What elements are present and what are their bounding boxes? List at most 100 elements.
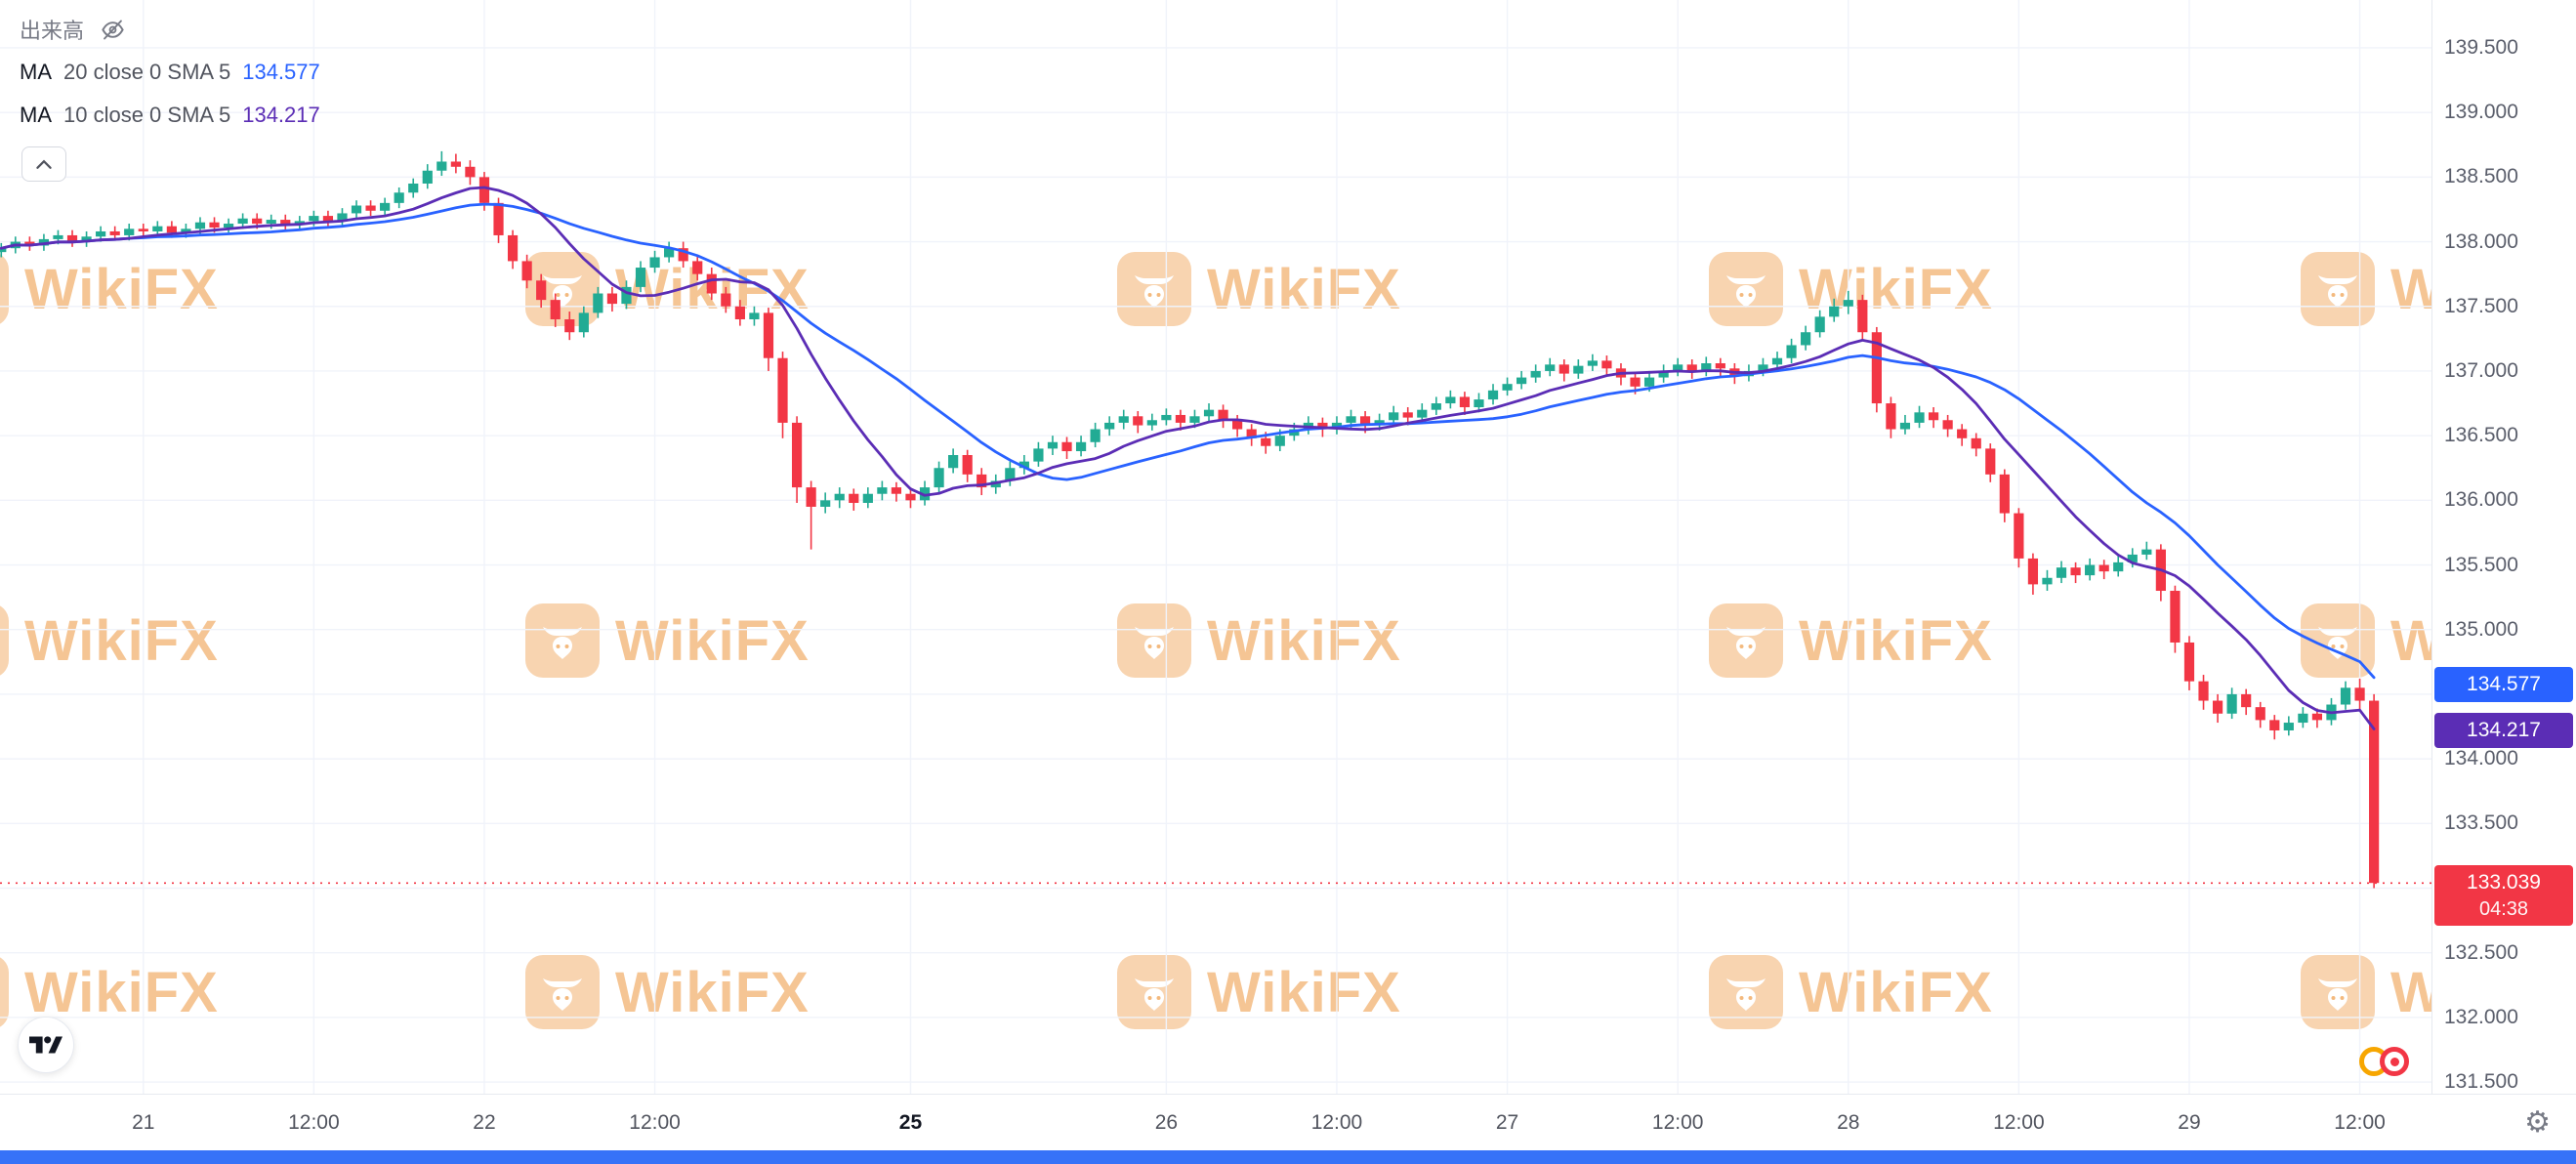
candle-up: [1914, 412, 1925, 423]
candle-up: [194, 222, 206, 229]
candle-up: [1517, 377, 1527, 385]
price-axis-label: 134.000: [2444, 747, 2518, 770]
candle-down: [1957, 429, 1968, 438]
candle-down: [905, 493, 916, 501]
time-axis[interactable]: 21 12:00 22 12:00 25 26 12:00 27 12:00 28 12:00 29 1…: [0, 1094, 2576, 1151]
time-axis-label: 12:00: [288, 1111, 340, 1134]
candle-up: [635, 268, 646, 287]
time-axis-label: 12:00: [1651, 1111, 1704, 1134]
watermark-tile: WikiFX: [0, 955, 219, 1029]
candle-up: [1203, 409, 1215, 417]
watermark-text: WikiFX: [2390, 257, 2431, 321]
settings-gear-icon[interactable]: ⚙: [2524, 1106, 2551, 1139]
candle-up: [1673, 364, 1683, 371]
candle-down: [1246, 429, 1257, 438]
candle-down: [2070, 567, 2081, 576]
candle-up: [81, 236, 92, 242]
wikifx-logo-icon: [0, 955, 9, 1029]
ma20-params: 20 close 0 SMA 5: [63, 60, 231, 84]
legend-collapse-button[interactable]: [21, 146, 66, 182]
candle-up: [2298, 713, 2308, 724]
tradingview-logo-button[interactable]: [18, 1017, 74, 1073]
time-axis-label: 29: [2178, 1111, 2201, 1134]
candle-down: [507, 234, 519, 262]
candle-up: [2042, 577, 2053, 585]
candle-up: [1146, 420, 1157, 426]
candle-up: [948, 455, 959, 469]
price-axis-label: 139.000: [2444, 101, 2518, 124]
candle-up: [266, 220, 276, 225]
watermark-tile: WikiFX: [525, 603, 810, 678]
candle-down: [2183, 642, 2195, 682]
ma20-legend-row[interactable]: MA 20 close 0 SMA 5 134.577: [20, 51, 320, 94]
watermark-tile: WikiFX: [0, 252, 219, 326]
candle-down: [806, 487, 816, 507]
candle-down: [791, 422, 803, 488]
indicator-legend: 出来高 MA 20 close 0 SMA 5 134.577 MA 10 cl…: [20, 8, 320, 182]
ma20-line: [0, 202, 2376, 680]
watermark-tile: WikiFX: [1117, 252, 1401, 326]
candle-up: [1431, 403, 1441, 410]
candle-down: [1133, 416, 1143, 426]
candle-up: [834, 493, 845, 501]
price-axis-label: 132.500: [2444, 940, 2518, 964]
chart-plot-area[interactable]: WikiFX WikiFX WikiFX WikiFX WikiFX WikiFX Wiki…: [0, 0, 2431, 1094]
candle-down: [2198, 681, 2209, 701]
candle-up: [1090, 429, 1101, 442]
candle-up: [1487, 390, 1499, 400]
candle-up: [1161, 414, 1172, 421]
volume-legend-row[interactable]: 出来高: [20, 8, 320, 51]
candle-up: [1075, 441, 1087, 452]
candle-up: [1658, 370, 1669, 378]
watermark-tile: WikiFX: [1709, 603, 1993, 678]
candle-up: [1047, 441, 1059, 449]
candlestick-chart[interactable]: [0, 0, 2431, 1094]
candle-up: [749, 312, 760, 319]
candle-down: [2098, 564, 2109, 572]
visibility-off-icon[interactable]: [100, 17, 126, 43]
time-axis-label: 21: [132, 1111, 155, 1134]
candle-up: [1346, 416, 1356, 423]
wikifx-logo-icon: [1709, 252, 1783, 326]
candle-down: [678, 248, 688, 262]
watermark-text: WikiFX: [1799, 608, 1993, 673]
price-axis-label: 136.500: [2444, 424, 2518, 447]
candle-down: [24, 241, 35, 246]
candle-up: [1843, 300, 1853, 307]
candle-down: [1061, 441, 1072, 452]
candle-up: [124, 229, 135, 235]
candle-down: [521, 261, 532, 281]
candle-down: [692, 261, 703, 274]
candle-down: [1459, 396, 1471, 408]
candle-down: [66, 234, 78, 242]
price-axis[interactable]: 139.500 139.000 138.500 138.000 137.500 137.0…: [2431, 0, 2576, 1094]
candle-up: [1005, 468, 1016, 481]
ma10-legend-row[interactable]: MA 10 close 0 SMA 5 134.217: [20, 94, 320, 137]
candle-down: [1601, 360, 1612, 369]
candle-up: [394, 192, 404, 203]
watermark-text: WikiFX: [615, 960, 810, 1024]
watermark-text: WikiFX: [24, 960, 219, 1024]
time-axis-label: 12:00: [2334, 1111, 2386, 1134]
candle-up: [649, 257, 660, 269]
candle-down: [322, 216, 334, 222]
price-axis-label: 132.000: [2444, 1005, 2518, 1028]
candle-up: [53, 234, 63, 239]
candle-up: [2340, 687, 2351, 705]
candle-down: [1715, 363, 1725, 369]
candle-down: [734, 306, 745, 319]
candle-up: [1786, 345, 1797, 358]
candle-down: [2369, 700, 2380, 884]
watermark-text: WikiFX: [1207, 257, 1401, 321]
candle-down: [1175, 414, 1186, 423]
candle-down: [1232, 420, 1243, 430]
candle-down: [606, 293, 618, 305]
ma20-label: MA: [20, 60, 52, 84]
candle-up: [578, 312, 589, 333]
event-markers[interactable]: [2359, 1047, 2409, 1076]
price-axis-label: 136.000: [2444, 488, 2518, 512]
event-dot-red-icon[interactable]: [2380, 1047, 2409, 1076]
candle-up: [181, 229, 191, 233]
time-axis-label: 28: [1837, 1111, 1860, 1134]
